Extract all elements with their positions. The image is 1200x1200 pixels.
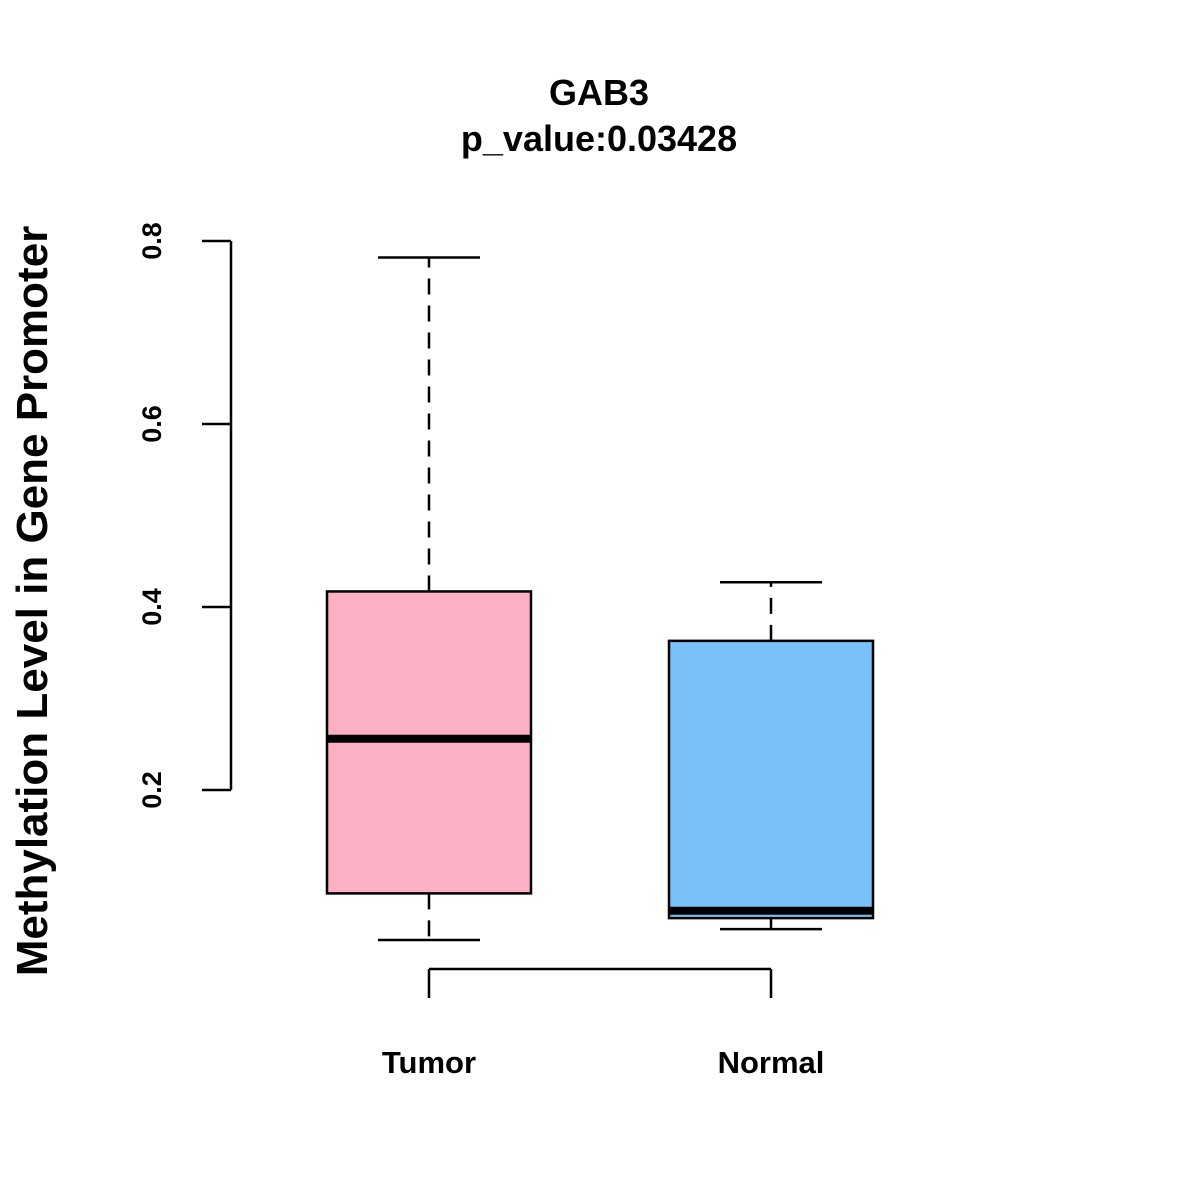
plot-area [325, 256, 875, 942]
y-tick-label: 0.4 [137, 588, 167, 626]
x-axis: Tumor Normal [382, 967, 825, 1080]
chart-title: GAB3 [549, 72, 649, 113]
x-tick-label: Normal [718, 1045, 825, 1080]
y-tick-label: 0.8 [137, 222, 167, 260]
box-group-normal [667, 581, 875, 931]
box-group-tumor [325, 256, 533, 942]
y-axis-label: Methylation Level in Gene Promoter [8, 226, 57, 977]
y-tick-label: 0.2 [137, 771, 167, 809]
y-tick-label: 0.6 [137, 405, 167, 443]
box-normal [667, 639, 875, 920]
y-axis: 0.2 0.4 0.6 0.8 [137, 222, 233, 809]
chart-subtitle: p_value:0.03428 [461, 118, 737, 159]
x-tick-label: Tumor [382, 1045, 476, 1080]
